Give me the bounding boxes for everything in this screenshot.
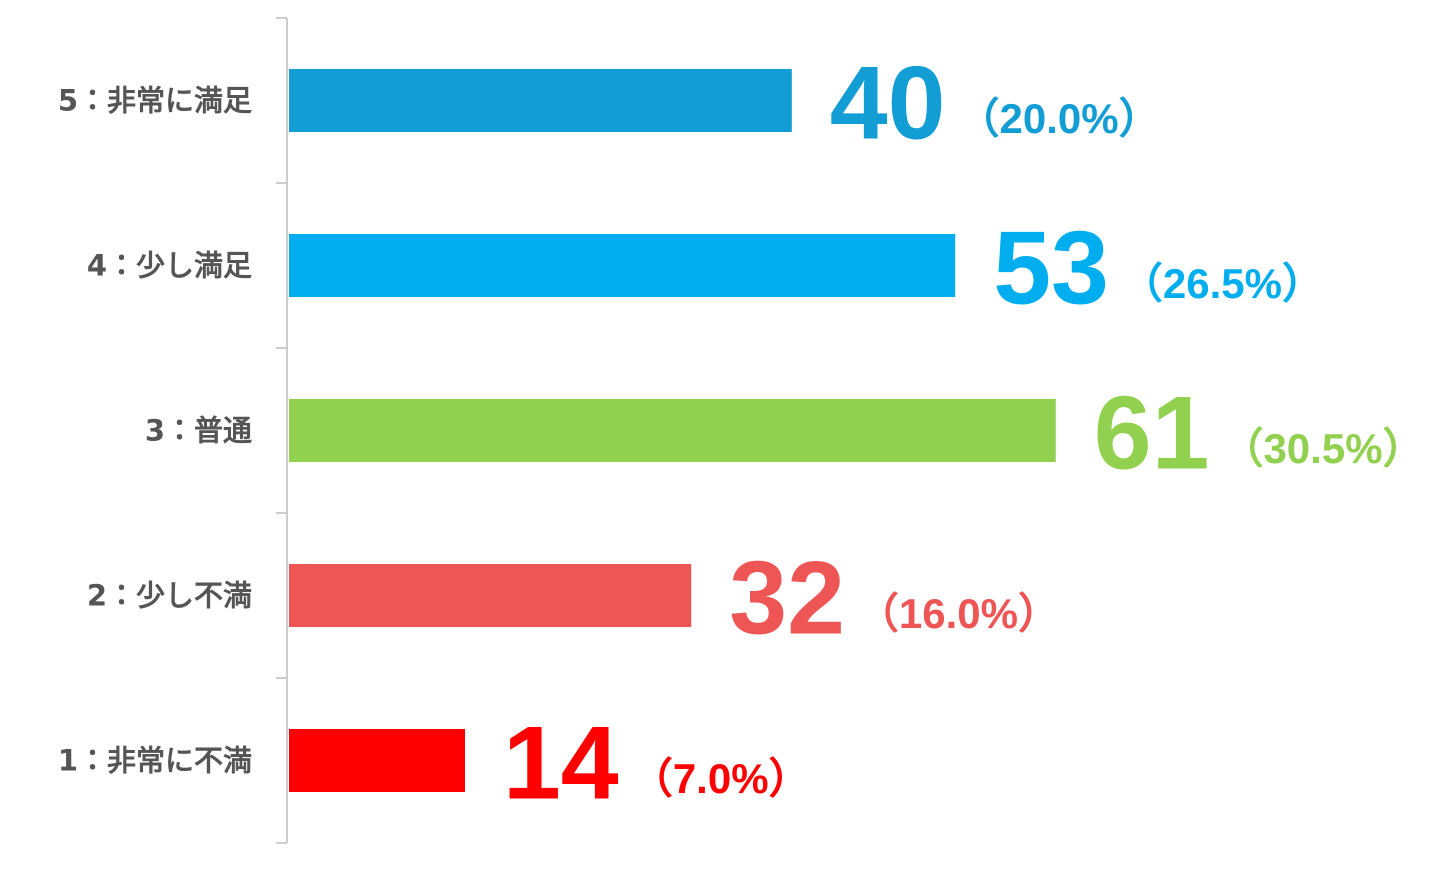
category-label: 4：少し満足 (87, 249, 252, 283)
category-label: 1：非常に不満 (58, 744, 252, 778)
bar (289, 234, 956, 297)
category-label: 3：普通 (145, 414, 253, 448)
category-label: 5：非常に満足 (58, 84, 252, 118)
percent-label: （26.5%） (1121, 260, 1324, 307)
percent-label: （20.0%） (957, 95, 1160, 142)
value-label: 14 (503, 706, 619, 822)
value-label: 32 (729, 541, 845, 657)
category-label: 2：少し不満 (87, 579, 252, 613)
bar (289, 399, 1056, 462)
value-label: 61 (1094, 376, 1210, 492)
bar (289, 69, 792, 132)
bar (289, 729, 465, 792)
value-label: 53 (993, 211, 1109, 327)
percent-label: （16.0%） (857, 590, 1060, 637)
bar (289, 564, 692, 627)
percent-label: （7.0%） (631, 755, 811, 802)
value-label: 40 (830, 46, 946, 162)
percent-label: （30.5%） (1221, 425, 1424, 472)
